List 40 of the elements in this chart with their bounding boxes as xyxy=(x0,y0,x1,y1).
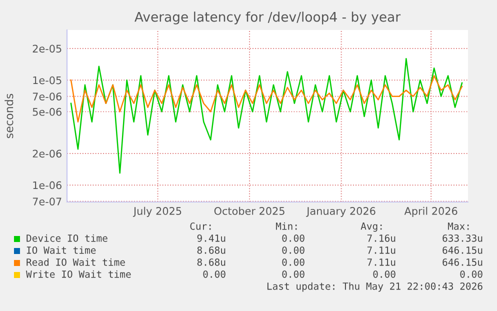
text: 9.41u xyxy=(197,234,226,242)
text: 8.68u xyxy=(197,246,226,254)
text: 0.00 xyxy=(203,270,226,278)
text: Cur: xyxy=(190,222,211,230)
y-tick-label: 2e-05 xyxy=(32,44,62,53)
text: 0.00 xyxy=(373,270,396,278)
text: 646.15u xyxy=(442,258,482,266)
text: 646.15u xyxy=(442,246,482,254)
line-series xyxy=(70,58,463,174)
y-tick-label: 7e-06 xyxy=(32,92,62,100)
text: 0.00 xyxy=(282,258,304,266)
text: Avg: xyxy=(360,222,382,232)
text: 7.16u xyxy=(367,234,396,242)
text: 8.68u xyxy=(197,258,226,266)
text: 0.00 xyxy=(282,234,304,242)
text: 7.11u xyxy=(367,258,396,266)
line-series xyxy=(70,75,463,122)
text: 0.00 xyxy=(460,270,482,278)
y-tick-label: 2e-06 xyxy=(32,150,62,158)
y-axis-title: seconds xyxy=(4,94,14,138)
y-tick-label: 1e-06 xyxy=(33,181,62,190)
legend-label: Write IO Wait time xyxy=(26,270,131,278)
x-tick-label: April 2026 xyxy=(404,206,458,217)
legend-label: Device IO time xyxy=(26,234,108,242)
text: Last update: Thu May 21 22:00:43 2026 xyxy=(267,282,482,292)
y-tick-label: 5e-06 xyxy=(32,108,62,116)
text: 0.00 xyxy=(282,246,304,254)
text: 7.11u xyxy=(367,246,396,254)
x-tick-label: January 2026 xyxy=(306,207,376,217)
x-tick-label: July 2025 xyxy=(132,206,182,217)
y-tick-label: 1e-05 xyxy=(33,76,62,84)
text: 0.00 xyxy=(282,270,304,278)
chart-title: Average latency for /dev/loop4 - by year xyxy=(134,12,401,24)
text: 633.33u xyxy=(442,234,482,242)
y-tick-label: 7e-07 xyxy=(32,198,62,206)
x-tick-label: October 2025 xyxy=(214,206,284,215)
text: Min: xyxy=(276,222,297,230)
legend-label: Read IO Wait time xyxy=(26,258,125,266)
legend-label: IO Wait time xyxy=(26,246,96,254)
text: Max: xyxy=(448,222,469,230)
